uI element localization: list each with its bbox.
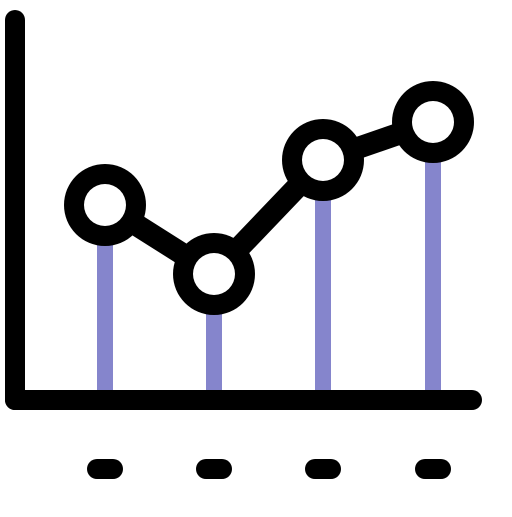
x-tick-1	[196, 459, 232, 479]
marker-fill-2	[302, 139, 344, 181]
x-tick-3	[415, 459, 451, 479]
marker-fill-1	[193, 253, 235, 295]
x-tick-2	[305, 459, 341, 479]
chart-svg	[0, 0, 512, 512]
x-tick-0	[87, 459, 123, 479]
marker-fill-3	[412, 101, 454, 143]
marker-fill-0	[84, 184, 126, 226]
trend-line	[105, 122, 433, 274]
line-chart-icon	[0, 0, 512, 512]
